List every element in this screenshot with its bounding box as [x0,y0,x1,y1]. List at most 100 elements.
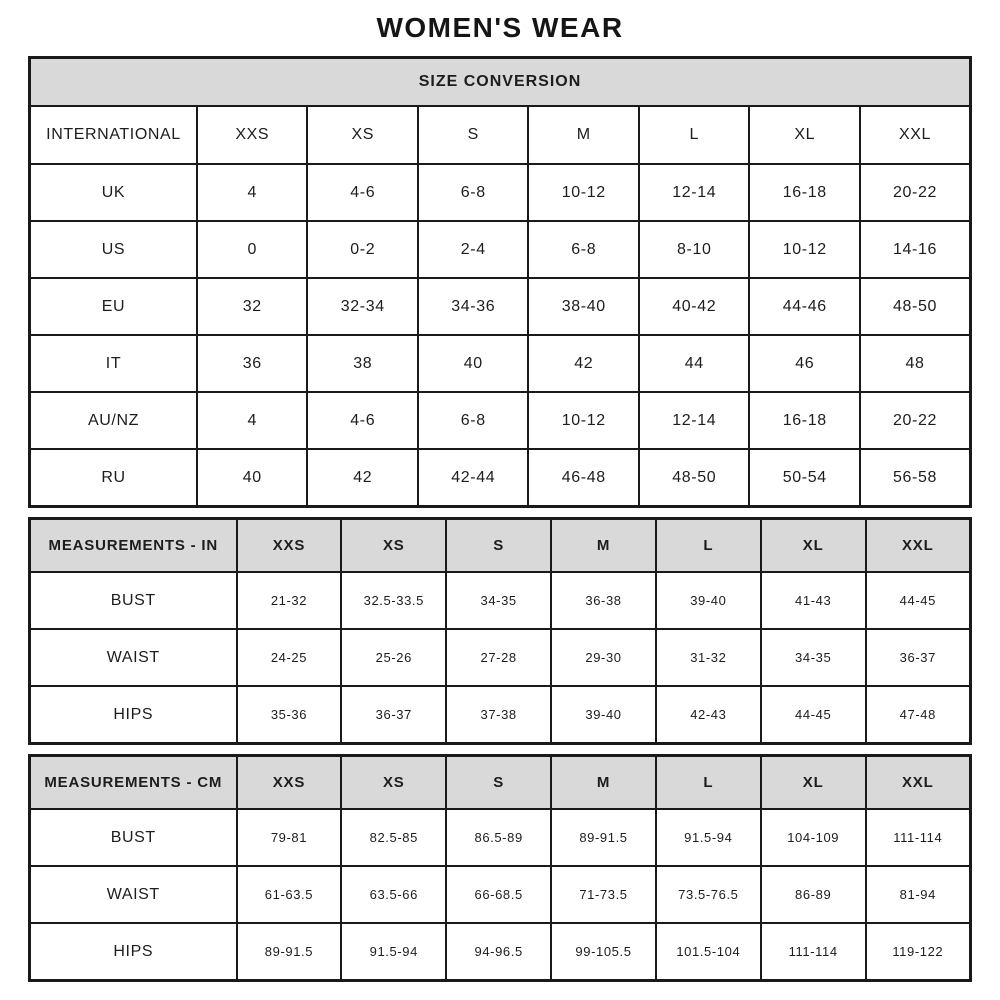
page-title: WOMEN'S WEAR [376,12,624,43]
column-header: S [445,517,553,573]
table-cell: 66-68.5 [445,865,553,924]
table-cell: 32.5-33.5 [340,571,448,630]
table-row: BUST 79-81 82.5-85 86.5-89 89-91.5 91.5-94 104… [28,808,972,867]
table-cell: 42 [527,334,640,393]
table-cell: 44-46 [748,277,861,336]
table-cell: 38-40 [527,277,640,336]
table-cell: 63.5-66 [340,865,448,924]
table-cell: 94-96.5 [445,922,553,982]
table-cell: 44-45 [864,571,972,630]
column-header: L [654,754,762,810]
measurements-cm-table: MEASUREMENTS - CM XXS XS S M L XL XXL BUST 79-81 8… [28,754,972,982]
column-header: XXS [195,105,309,165]
table-cell: 27-28 [445,628,553,687]
table-cell: 0 [195,220,309,279]
row-label: UK [28,163,198,222]
table-cell: 4-6 [306,391,419,450]
column-header: M [527,105,640,165]
table-cell: 48-50 [637,448,751,508]
table-cell: 6-8 [416,163,530,222]
table-cell: 32 [195,277,309,336]
column-header: XS [340,754,448,810]
table-cell: 10-12 [748,220,861,279]
table-cell: 38 [306,334,419,393]
column-header: S [416,105,530,165]
table-cell: 39-40 [654,571,762,630]
table-cell: 2-4 [416,220,530,279]
table-row: BUST 21-32 32.5-33.5 34-35 36-38 39-40 41-43 44… [28,571,972,630]
table-cell: 4 [195,163,309,222]
row-label: WAIST [28,865,238,924]
table-cell: 20-22 [858,391,972,450]
table-cell: 6-8 [416,391,530,450]
row-label: US [28,220,198,279]
table-cell: 36-37 [340,685,448,745]
table-cell: 40 [416,334,530,393]
table-cell: 48 [858,334,972,393]
table-cell: 50-54 [748,448,861,508]
row-label: EU [28,277,198,336]
table-cell: 46 [748,334,861,393]
table-cell: 111-114 [864,808,972,867]
table-cell: 42-44 [416,448,530,508]
row-label: IT [28,334,198,393]
table-cell: 34-35 [759,628,867,687]
table-cell: 39-40 [550,685,657,745]
table-cell: 10-12 [527,163,640,222]
table-cell: 91.5-94 [340,922,448,982]
table-cell: 41-43 [759,571,867,630]
column-header: L [654,517,762,573]
table-cell: 82.5-85 [340,808,448,867]
table-cell: 36 [195,334,309,393]
column-header: M [550,517,657,573]
row-label: HIPS [28,685,238,745]
table-row: WAIST 24-25 25-26 27-28 29-30 31-32 34-35 36-37 [28,628,972,687]
table-cell: 36-38 [550,571,657,630]
table-row: EU 32 32-34 34-36 38-40 40-42 44-46 48-50 [28,277,972,336]
header-row-label: MEASUREMENTS - CM [28,754,238,810]
table-cell: 44 [637,334,751,393]
table-cell: 14-16 [858,220,972,279]
table-cell: 91.5-94 [654,808,762,867]
table-row: RU 40 42 42-44 46-48 48-50 50-54 56-58 [28,448,972,508]
table-cell: 42-43 [654,685,762,745]
table-row: HIPS 35-36 36-37 37-38 39-40 42-43 44-45 47-48 [28,685,972,745]
table-cell: 6-8 [527,220,640,279]
row-label: HIPS [28,922,238,982]
table-cell: 12-14 [637,163,751,222]
table-cell: 48-50 [858,277,972,336]
column-header: XL [748,105,861,165]
column-header: S [445,754,553,810]
table-cell: 0-2 [306,220,419,279]
table-cell: 37-38 [445,685,553,745]
column-header: XL [759,754,867,810]
table-cell: 46-48 [527,448,640,508]
table-cell: 25-26 [340,628,448,687]
table-cell: 40 [195,448,309,508]
column-header: XS [306,105,419,165]
table-row: HIPS 89-91.5 91.5-94 94-96.5 99-105.5 101.5-1… [28,922,972,982]
table-cell: 89-91.5 [235,922,343,982]
table-cell: 34-35 [445,571,553,630]
table-cell: 79-81 [235,808,343,867]
table-cell: 86-89 [759,865,867,924]
row-label: BUST [28,571,238,630]
table-cell: 29-30 [550,628,657,687]
table-cell: 40-42 [637,277,751,336]
table-cell: 104-109 [759,808,867,867]
row-label: RU [28,448,198,508]
table-row: US 0 0-2 2-4 6-8 8-10 10-12 14-16 [28,220,972,279]
column-header: XXL [858,105,972,165]
table-cell: 99-105.5 [550,922,657,982]
table-cell: 31-32 [654,628,762,687]
table-cell: 36-37 [864,628,972,687]
table-cell: 24-25 [235,628,343,687]
header-row-label: INTERNATIONAL [28,105,198,165]
table-cell: 56-58 [858,448,972,508]
table-cell: 111-114 [759,922,867,982]
table-cell: 81-94 [864,865,972,924]
column-header: XXL [864,754,972,810]
table-cell: 16-18 [748,163,861,222]
table-cell: 34-36 [416,277,530,336]
